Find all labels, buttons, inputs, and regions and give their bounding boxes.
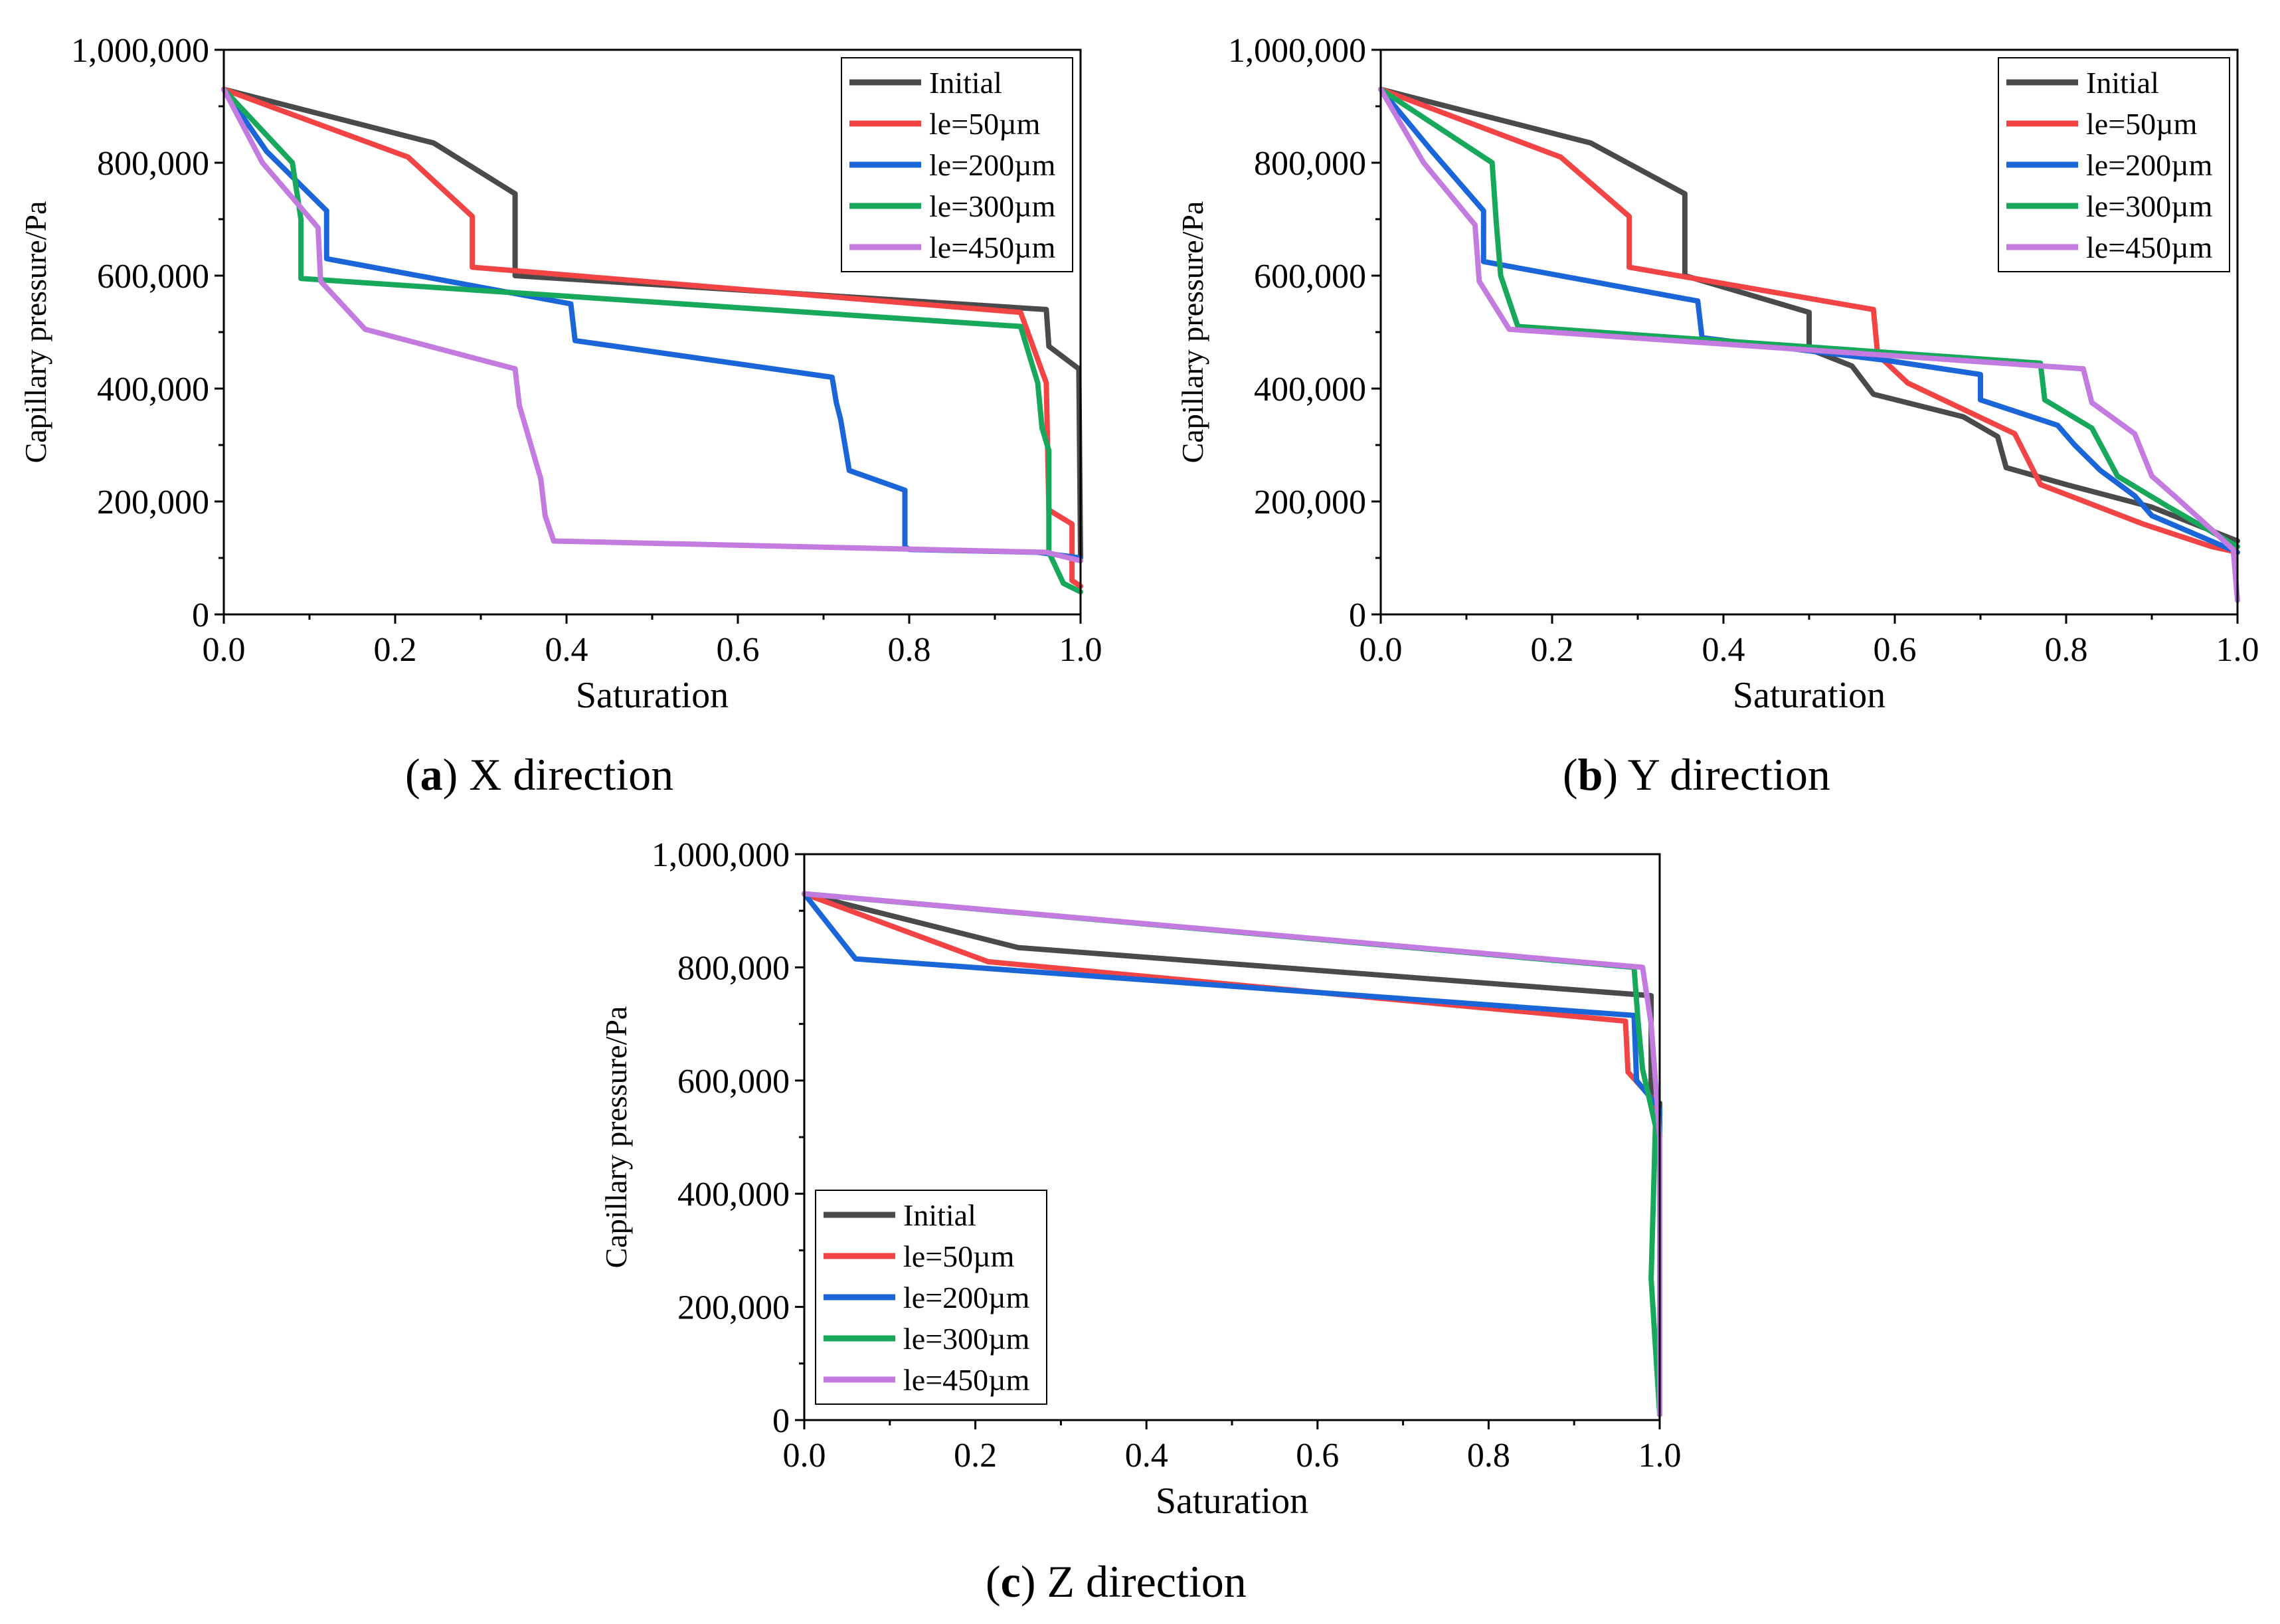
- y-tick-label: 600,000: [677, 1063, 790, 1101]
- x-tick-label: 0.0: [783, 1437, 826, 1475]
- series-line-a-4: [221, 86, 1083, 564]
- legend-label: le=50µm: [903, 1239, 1015, 1273]
- y-axis-label: Capillary pressure/Pa: [1176, 201, 1209, 464]
- series-line-b-1: [1378, 86, 2240, 555]
- chart-panel-b: 0.0 0.2 0.4 0.6 0.8 1.0 0 200,000 400,000 600,000…: [1176, 32, 2259, 716]
- x-tick-label: 0.0: [1359, 631, 1403, 669]
- y-tick-label: 600,000: [97, 258, 209, 296]
- y-tick-label: 400,000: [1254, 371, 1366, 408]
- y-tick-label: 1,000,000: [652, 836, 790, 874]
- x-axis-label: Saturation: [1156, 1481, 1308, 1522]
- y-tick-label: 800,000: [1254, 145, 1366, 183]
- legend-label: Initial: [2086, 66, 2159, 100]
- legend-label: le=300µm: [929, 189, 1056, 223]
- y-tick-label: 400,000: [677, 1176, 790, 1214]
- legend-label: Initial: [929, 66, 1002, 100]
- chart-panel-a: 0.0 0.2 0.4 0.6 0.8 1.0 0 200,000 400,000 600,000…: [19, 32, 1102, 716]
- legend: Initial le=50µm le=200µm le=300µm le=450µm: [1998, 57, 2230, 272]
- x-tick-label: 0.6: [717, 631, 760, 669]
- y-tick-label: 0: [1349, 596, 1366, 634]
- y-tick-label: 800,000: [677, 949, 790, 987]
- legend-label: le=300µm: [903, 1322, 1030, 1356]
- x-tick-label: 0.0: [203, 631, 246, 669]
- series-line-b-2: [1378, 86, 2240, 555]
- legend-label: le=50µm: [929, 107, 1041, 141]
- x-tick-label: 0.8: [1467, 1437, 1510, 1475]
- y-tick-label: 200,000: [677, 1289, 790, 1327]
- legend-label: le=450µm: [2086, 230, 2213, 264]
- chart-panel-c: 0.0 0.2 0.4 0.6 0.8 1.0 0 200,000 400,000 600,000…: [599, 836, 1682, 1522]
- caption-c: (c) Z direction: [986, 1556, 1247, 1607]
- series-line-b-4: [1378, 86, 2240, 603]
- x-tick-label: 0.6: [1874, 631, 1917, 669]
- caption-b: (b) Y direction: [1563, 749, 1830, 800]
- legend: Initial le=50µm le=200µm le=300µm le=450µm: [841, 57, 1073, 272]
- legend-label: le=50µm: [2086, 107, 2198, 141]
- series-line-b-3: [1378, 86, 2240, 549]
- x-tick-label: 0.2: [374, 631, 417, 669]
- legend-label: Initial: [903, 1198, 976, 1232]
- legend-label: le=200µm: [929, 148, 1056, 182]
- y-tick-label: 0: [192, 596, 209, 634]
- x-tick-label: 0.4: [1125, 1437, 1168, 1475]
- x-axis-label: Saturation: [576, 675, 729, 716]
- y-tick-label: 1,000,000: [71, 32, 209, 70]
- y-axis-label: Capillary pressure/Pa: [599, 1006, 633, 1269]
- x-tick-label: 1.0: [2216, 631, 2259, 669]
- x-tick-label: 0.2: [954, 1437, 997, 1475]
- x-tick-label: 1.0: [1059, 631, 1102, 669]
- y-tick-label: 0: [772, 1402, 790, 1440]
- series-line-b-0: [1378, 86, 2240, 544]
- y-tick-label: 800,000: [97, 145, 209, 183]
- x-tick-label: 0.8: [2045, 631, 2088, 669]
- x-tick-label: 0.8: [888, 631, 931, 669]
- legend-label: le=450µm: [903, 1363, 1030, 1397]
- y-tick-label: 1,000,000: [1228, 32, 1366, 70]
- x-tick-label: 1.0: [1638, 1437, 1682, 1475]
- legend-label: le=300µm: [2086, 189, 2213, 223]
- y-tick-label: 600,000: [1254, 258, 1366, 296]
- x-tick-label: 0.4: [1702, 631, 1745, 669]
- legend-label: le=200µm: [2086, 148, 2213, 182]
- caption-a: (a) X direction: [405, 749, 674, 800]
- legend: Initial le=50µm le=200µm le=300µm le=450µm: [815, 1190, 1047, 1405]
- x-tick-label: 0.4: [545, 631, 588, 669]
- y-tick-label: 200,000: [1254, 484, 1366, 521]
- legend-label: le=200µm: [903, 1281, 1030, 1314]
- y-tick-label: 200,000: [97, 484, 209, 521]
- x-tick-label: 0.6: [1296, 1437, 1339, 1475]
- x-axis-label: Saturation: [1733, 675, 1885, 716]
- y-tick-label: 400,000: [97, 371, 209, 408]
- x-tick-label: 0.2: [1531, 631, 1574, 669]
- y-axis-label: Capillary pressure/Pa: [19, 201, 52, 464]
- legend-label: le=450µm: [929, 230, 1056, 264]
- series-line-a-1: [221, 86, 1083, 589]
